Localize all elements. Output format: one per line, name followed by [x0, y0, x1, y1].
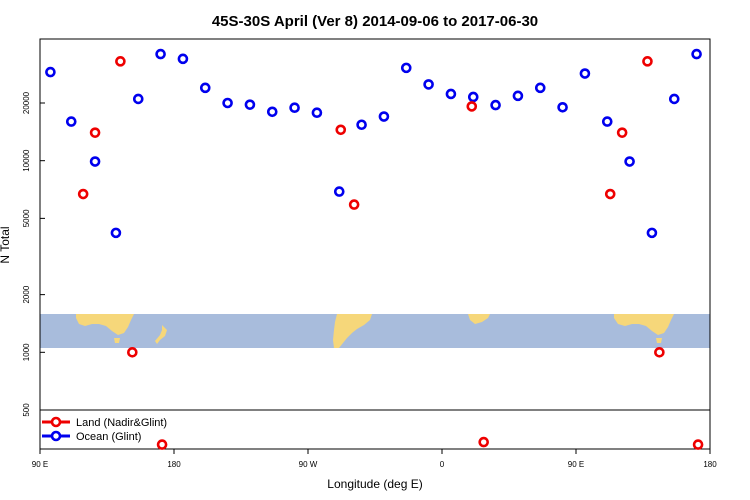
legend: Land (Nadir&Glint) Ocean (Glint): [42, 416, 167, 443]
chart-title: 45S-30S April (Ver 8) 2014-09-06 to 2017…: [212, 13, 538, 30]
x-tick-label: 90 E: [32, 460, 48, 469]
data-point-land: [335, 124, 347, 136]
data-point-ocean: [534, 82, 546, 94]
x-tick-label: 180: [167, 460, 181, 469]
legend-swatch-marker-land: [50, 416, 62, 428]
data-point-ocean: [378, 111, 390, 122]
data-point-land: [115, 56, 126, 67]
x-tick-label: 180: [703, 460, 717, 469]
legend-entry-land: Land (Nadir&Glint): [42, 416, 167, 429]
y-tick-label: 20000: [22, 91, 31, 114]
data-point-land: [642, 56, 653, 67]
legend-swatch-marker-ocean: [50, 430, 62, 442]
data-point-ocean: [646, 227, 658, 239]
data-point-ocean: [668, 93, 680, 105]
legend-label-land: Land (Nadir&Glint): [76, 417, 167, 429]
data-points: [45, 48, 704, 450]
data-point-ocean: [199, 82, 211, 94]
x-tick-label: 0: [440, 460, 445, 469]
data-point-land: [127, 347, 138, 358]
map-land-australia: [76, 314, 134, 335]
map-land-tasmania: [114, 338, 120, 343]
data-point-ocean: [512, 90, 524, 102]
data-point-ocean: [311, 107, 323, 118]
x-axis-label: Longitude (deg E): [327, 477, 422, 491]
data-point-ocean: [155, 48, 166, 60]
data-point-land: [692, 439, 704, 450]
map-land-africa: [468, 314, 490, 324]
data-point-ocean: [132, 93, 144, 105]
data-point-ocean: [557, 101, 568, 113]
data-point-land: [604, 188, 616, 200]
map-land-new-zealand: [155, 325, 167, 344]
plot-frame: [39, 38, 711, 450]
data-point-ocean: [244, 99, 256, 110]
data-point-ocean: [423, 79, 434, 90]
data-point-land: [89, 127, 101, 138]
data-point-ocean: [333, 186, 345, 197]
x-tick-label: 90 W: [299, 460, 318, 469]
x-tick-label: 90 E: [568, 460, 584, 469]
data-point-land: [478, 436, 489, 448]
data-point-land: [156, 439, 168, 450]
y-axis-label: N Total: [0, 226, 12, 263]
legend-label-ocean: Ocean (Glint): [76, 431, 141, 443]
data-point-ocean: [467, 91, 479, 103]
data-point-land: [466, 101, 478, 112]
y-tick-label: 5000: [22, 209, 31, 227]
map-strip: [40, 314, 710, 348]
data-point-ocean: [624, 156, 635, 167]
data-point-ocean: [65, 116, 77, 127]
y-axis: 500 1000 2000 5000 10000 20000: [22, 91, 45, 417]
map-land-south-america: [333, 314, 372, 348]
y-tick-label: 10000: [22, 149, 31, 172]
data-point-ocean: [110, 227, 122, 239]
data-point-ocean: [445, 88, 457, 100]
map-land-tasmania-2: [656, 338, 662, 343]
data-point-ocean: [266, 106, 278, 118]
data-point-land: [77, 188, 89, 200]
data-point-ocean: [400, 62, 412, 74]
y-tick-label: 1000: [22, 343, 31, 361]
data-point-land: [654, 347, 665, 358]
data-point-ocean: [579, 68, 591, 79]
data-point-ocean: [490, 99, 501, 111]
map-ocean: [40, 314, 710, 348]
y-tick-label: 2000: [22, 285, 31, 303]
data-point-ocean: [89, 156, 101, 167]
legend-entry-ocean: Ocean (Glint): [42, 430, 141, 443]
y-tick-label: 500: [22, 403, 31, 417]
data-point-ocean: [289, 102, 300, 114]
data-point-ocean: [691, 48, 702, 60]
data-point-ocean: [45, 66, 56, 78]
data-point-ocean: [177, 53, 189, 65]
data-point-land: [616, 127, 628, 138]
map-land-australia-2: [614, 314, 674, 335]
data-point-land: [348, 199, 360, 210]
data-point-ocean: [356, 119, 367, 131]
data-point-ocean: [222, 97, 233, 109]
data-point-ocean: [601, 116, 613, 127]
x-axis: 90 E 180 90 W 0 90 E 180: [32, 449, 717, 469]
